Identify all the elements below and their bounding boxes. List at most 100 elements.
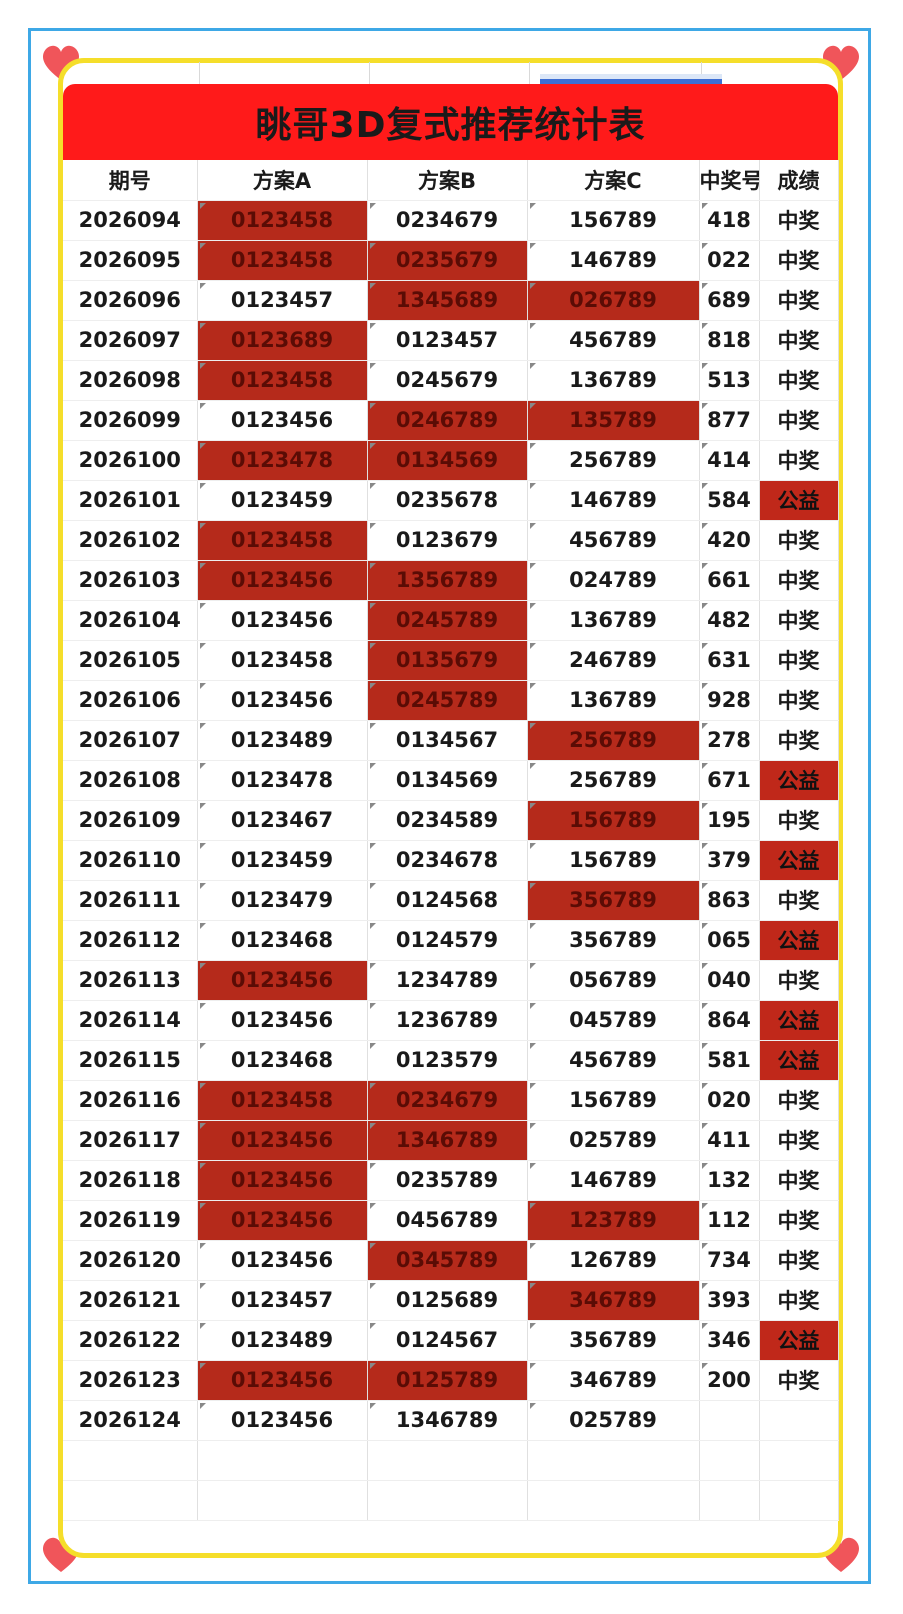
cell-plan-b: 0235678 [367,480,528,521]
cell-plan-c: 135789 [527,400,700,441]
cell-plan-c: 356789 [527,920,700,961]
table-row: 2026097 0123689 0123457 456789 818 中奖 [63,320,839,361]
cell-plan-a: 0123456 [197,1200,368,1241]
cell-winning-number: 346 [699,1320,760,1361]
cell-plan-c: 136789 [527,360,700,401]
cell-plan-c: 136789 [527,680,700,721]
cell-qihao: 2026107 [63,720,198,761]
table-row: 2026109 0123467 0234589 156789 195 中奖 [63,800,839,841]
cell-plan-a: 0123489 [197,1320,368,1361]
cell-winning-number: 418 [699,200,760,241]
cell-plan-b: 1345689 [367,280,528,321]
cell-plan-a: 0123456 [197,400,368,441]
cell-plan-b: 0235679 [367,240,528,281]
cell-plan-c: 146789 [527,1160,700,1201]
cell-qihao: 2026124 [63,1400,198,1441]
cell-plan-a: 0123458 [197,1080,368,1121]
stats-table-wrapper: 期号 方案A 方案B 方案C 中奖号 成绩 2026094 0123458 0234… [63,160,839,1521]
empty-cell [367,1440,528,1481]
cell-plan-b: 1346789 [367,1120,528,1161]
table-row: 2026099 0123456 0246789 135789 877 中奖 [63,400,839,441]
cell-result: 公益 [759,1320,839,1361]
cell-result: 中奖 [759,1120,839,1161]
cell-plan-a: 0123467 [197,800,368,841]
cell-winning-number: 631 [699,640,760,681]
cell-plan-a: 0123456 [197,600,368,641]
cell-qihao: 2026121 [63,1280,198,1321]
cell-winning-number: 393 [699,1280,760,1321]
table-row: 2026117 0123456 1346789 025789 411 中奖 [63,1120,839,1161]
cell-result: 中奖 [759,520,839,561]
cell-plan-c: 156789 [527,1080,700,1121]
cell-qihao: 2026116 [63,1080,198,1121]
cell-result: 中奖 [759,880,839,921]
cell-qihao: 2026101 [63,480,198,521]
table-row: 2026104 0123456 0245789 136789 482 中奖 [63,600,839,641]
sheet-top-strip [100,62,800,84]
cell-winning-number: 112 [699,1200,760,1241]
cell-plan-c: 146789 [527,480,700,521]
cell-winning-number: 863 [699,880,760,921]
cell-qihao: 2026099 [63,400,198,441]
table-row: 2026121 0123457 0125689 346789 393 中奖 [63,1280,839,1321]
table-row: 2026102 0123458 0123679 456789 420 中奖 [63,520,839,561]
cell-plan-b: 0125789 [367,1360,528,1401]
header-qihao: 期号 [63,160,198,201]
cell-qihao: 2026097 [63,320,198,361]
cell-winning-number: 414 [699,440,760,481]
cell-plan-c: 056789 [527,960,700,1001]
cell-qihao: 2026120 [63,1240,198,1281]
cell-plan-b: 0124567 [367,1320,528,1361]
cell-plan-a: 0123459 [197,840,368,881]
cell-plan-a: 0123456 [197,1120,368,1161]
selection-bar [540,74,722,84]
cell-plan-c: 346789 [527,1360,700,1401]
cell-plan-b: 0123579 [367,1040,528,1081]
table-row: 2026123 0123456 0125789 346789 200 中奖 [63,1360,839,1401]
table-row: 2026094 0123458 0234679 156789 418 中奖 [63,200,839,241]
empty-cell [63,1480,198,1521]
cell-winning-number: 818 [699,320,760,361]
empty-cell [63,1440,198,1481]
cell-plan-c: 146789 [527,240,700,281]
cell-plan-a: 0123457 [197,280,368,321]
cell-result: 公益 [759,920,839,961]
cell-winning-number: 278 [699,720,760,761]
cell-plan-b: 0134569 [367,760,528,801]
cell-result: 公益 [759,480,839,521]
table-row: 2026098 0123458 0245679 136789 513 中奖 [63,360,839,401]
cell-plan-b: 0345789 [367,1240,528,1281]
cell-result: 中奖 [759,1160,839,1201]
cell-qihao: 2026123 [63,1360,198,1401]
cell-plan-a: 0123489 [197,720,368,761]
cell-qihao: 2026106 [63,680,198,721]
table-row: 2026106 0123456 0245789 136789 928 中奖 [63,680,839,721]
outer-border [28,28,871,1584]
cell-qihao: 2026112 [63,920,198,961]
table-row: 2026116 0123458 0234679 156789 020 中奖 [63,1080,839,1121]
cell-plan-c: 256789 [527,720,700,761]
table-row: 2026113 0123456 1234789 056789 040 中奖 [63,960,839,1001]
cell-result: 中奖 [759,560,839,601]
cell-qihao: 2026110 [63,840,198,881]
cell-winning-number: 065 [699,920,760,961]
cell-plan-a: 0123458 [197,200,368,241]
cell-qihao: 2026095 [63,240,198,281]
cell-plan-a: 0123458 [197,360,368,401]
cell-plan-c: 126789 [527,1240,700,1281]
table-row: 2026112 0123468 0124579 356789 065 公益 [63,920,839,961]
cell-plan-b: 0245679 [367,360,528,401]
cell-plan-c: 123789 [527,1200,700,1241]
title-banner: 眺哥3D复式推荐统计表 [63,84,838,160]
cell-plan-a: 0123456 [197,680,368,721]
cell-result [759,1400,839,1441]
cell-result: 中奖 [759,600,839,641]
cell-result: 中奖 [759,720,839,761]
table-row: 2026095 0123458 0235679 146789 022 中奖 [63,240,839,281]
cell-winning-number: 482 [699,600,760,641]
cell-plan-b: 0124579 [367,920,528,961]
cell-qihao: 2026105 [63,640,198,681]
cell-result: 中奖 [759,400,839,441]
table-row: 2026100 0123478 0134569 256789 414 中奖 [63,440,839,481]
cell-qihao: 2026094 [63,200,198,241]
